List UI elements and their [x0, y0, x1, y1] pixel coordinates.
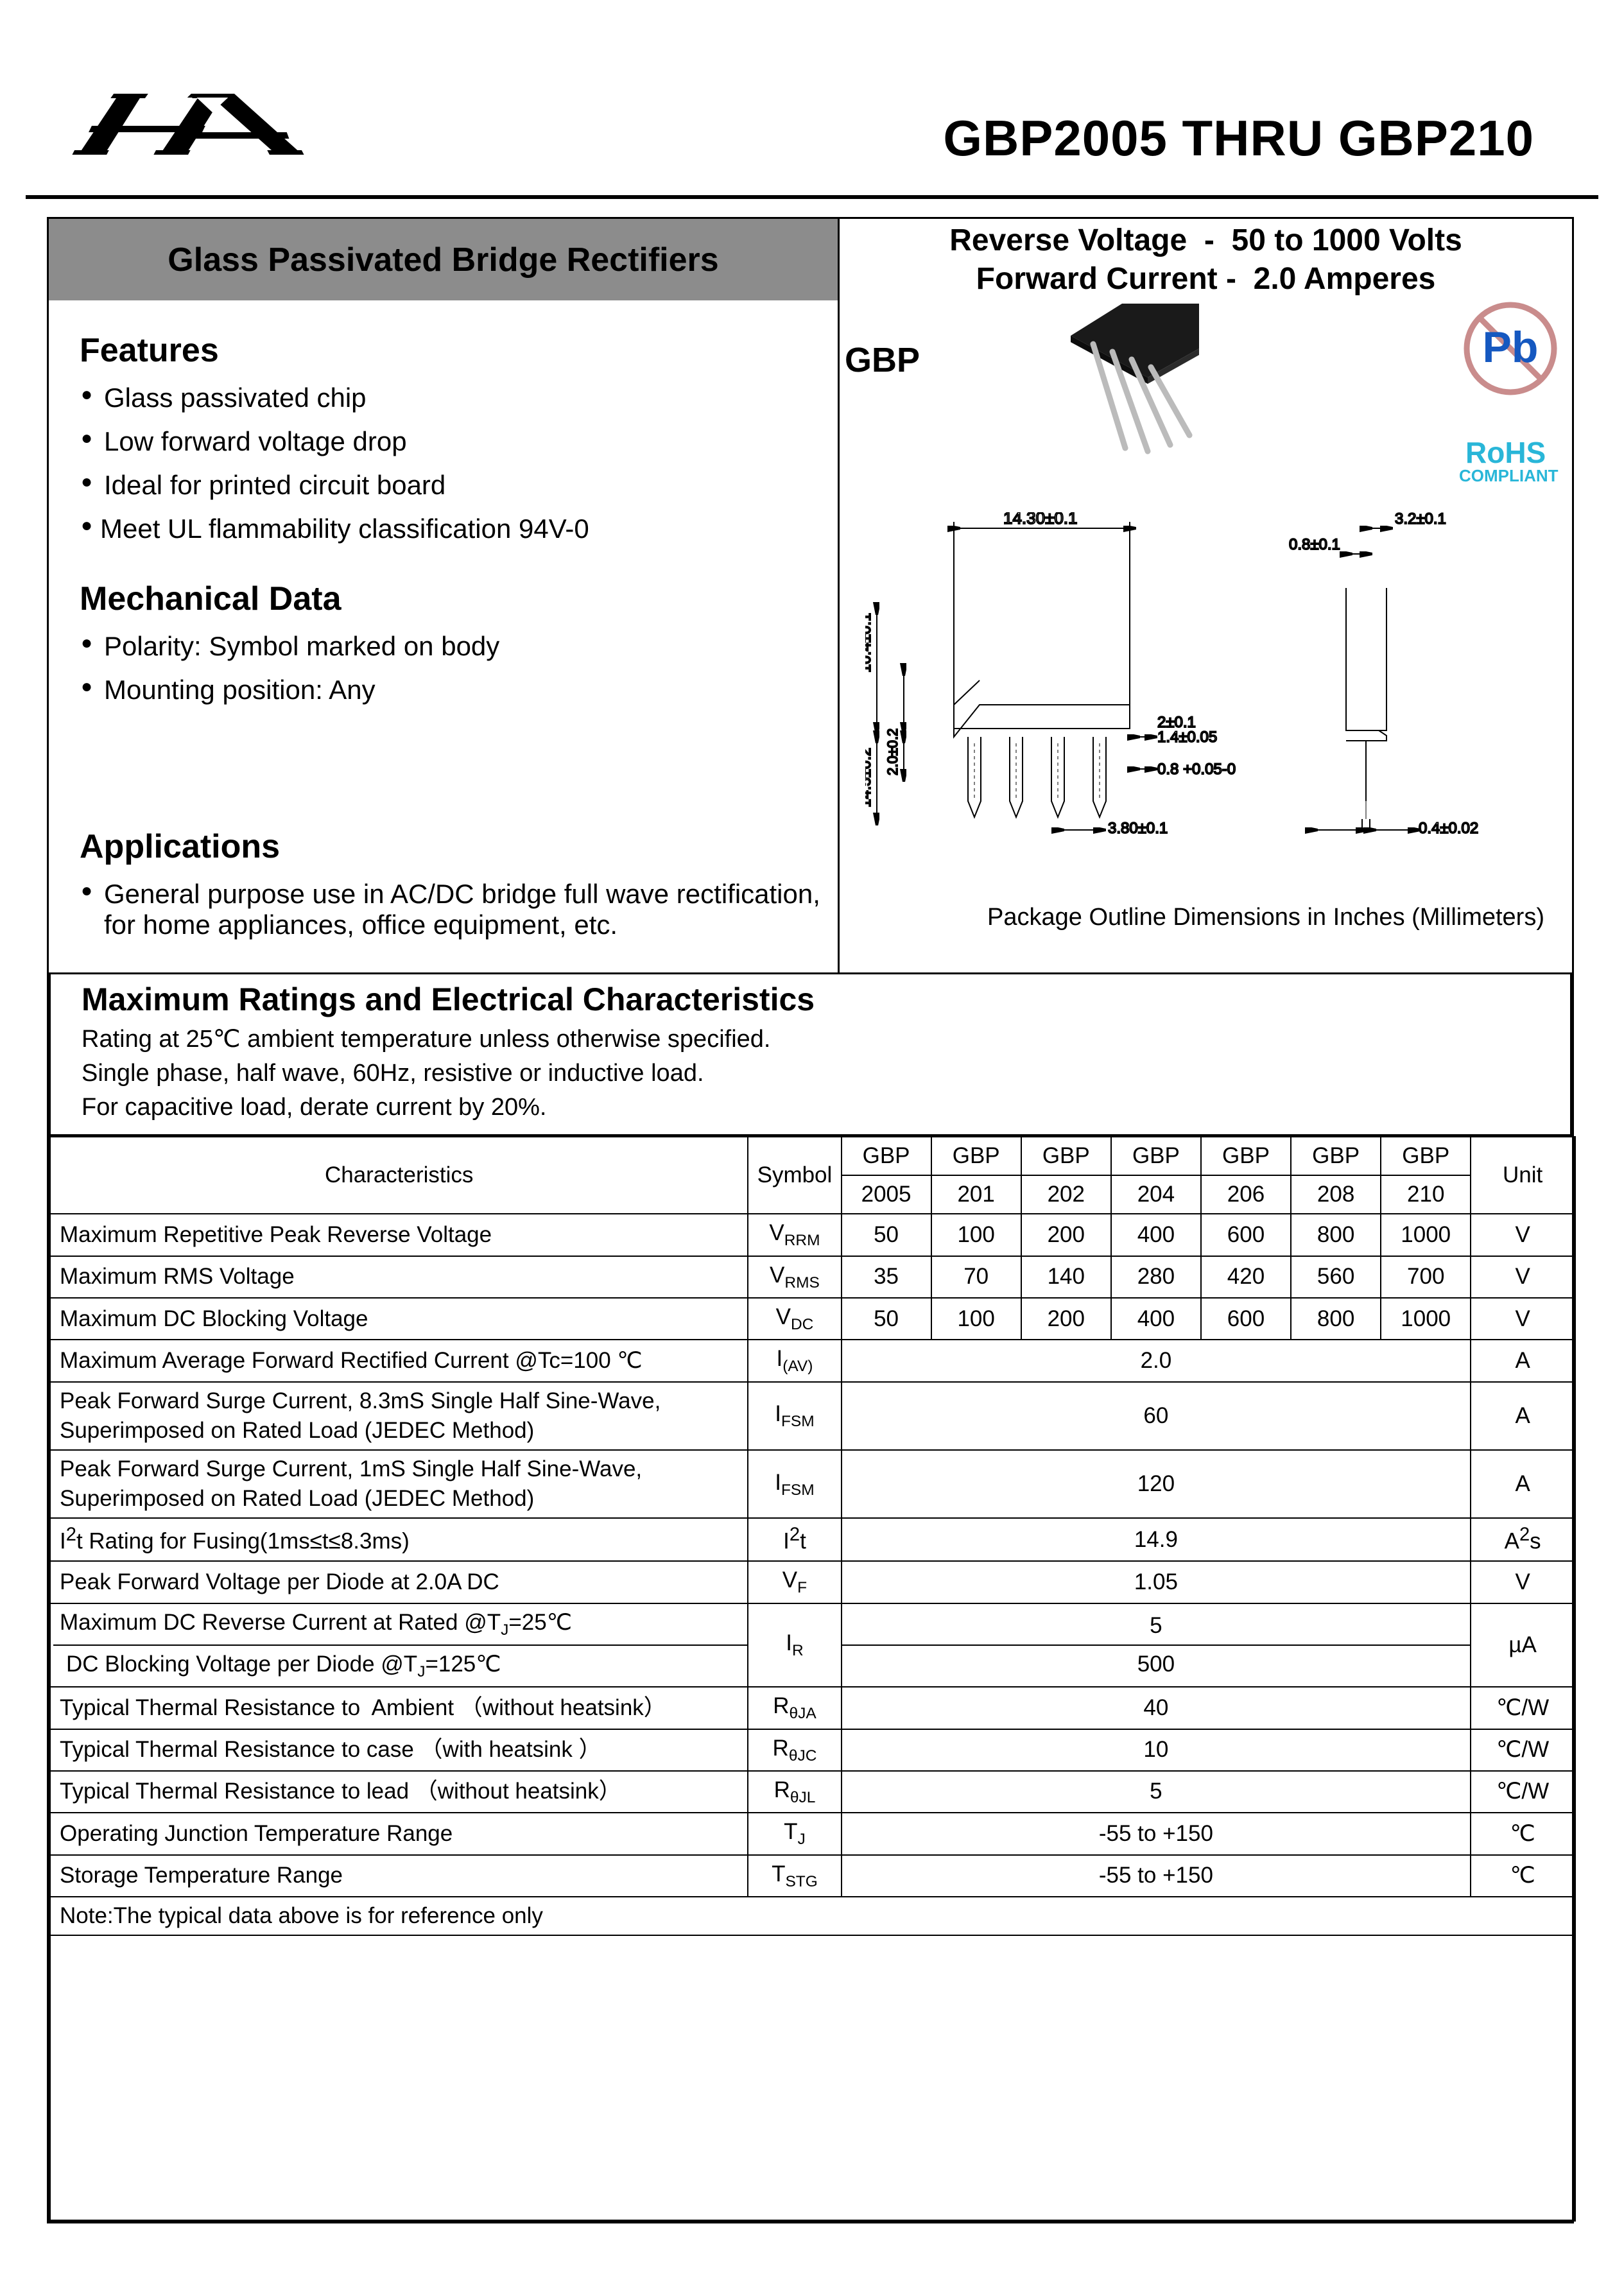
svg-text:0.8±0.1: 0.8±0.1: [1289, 536, 1340, 553]
svg-text:Pb: Pb: [1483, 323, 1539, 372]
svg-text:0.4±0.02: 0.4±0.02: [1419, 820, 1478, 837]
svg-text:3.2±0.1: 3.2±0.1: [1395, 512, 1446, 528]
svg-text:3.80±0.1: 3.80±0.1: [1108, 820, 1168, 837]
svg-text:0.8 +0.05-0: 0.8 +0.05-0: [1157, 761, 1236, 778]
svg-text:14.5±0.2: 14.5±0.2: [865, 748, 874, 807]
svg-text:2.0±0.2: 2.0±0.2: [885, 729, 901, 775]
svg-text:14.30±0.1: 14.30±0.1: [1003, 512, 1077, 528]
svg-text:10.4±0.1: 10.4±0.1: [865, 613, 874, 673]
svg-text:1.4±0.05: 1.4±0.05: [1157, 729, 1217, 746]
